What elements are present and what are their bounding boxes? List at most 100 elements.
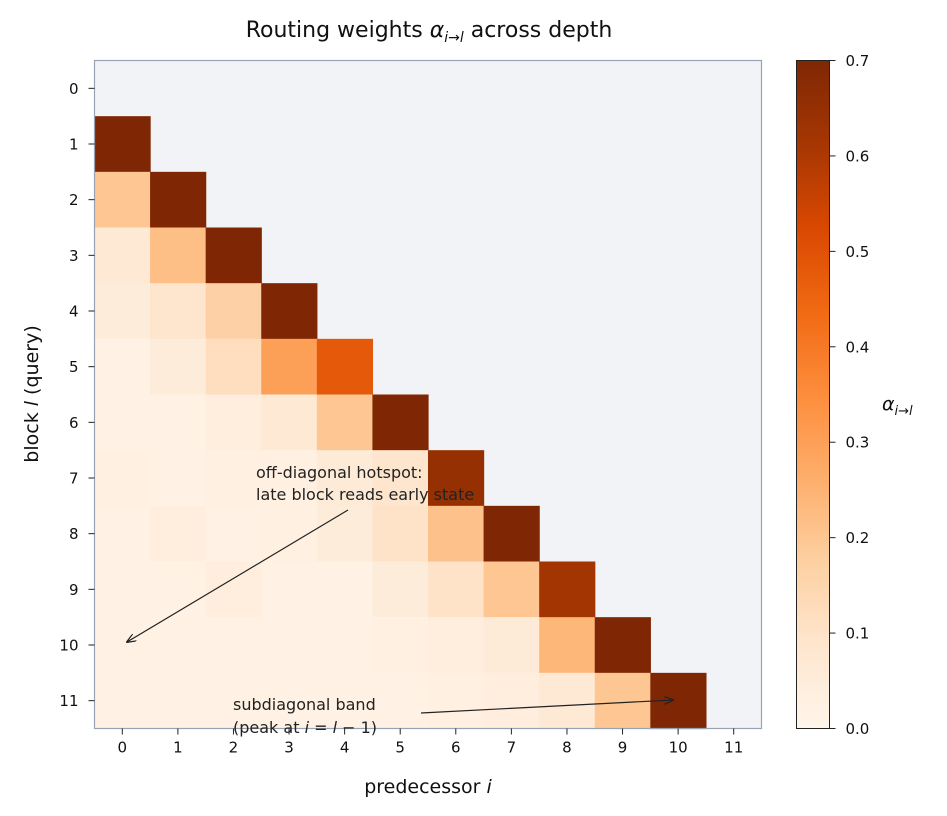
heatmap-cell-r8-c2 [205,505,262,563]
heatmap-cell-r11-c6 [428,672,485,730]
heatmap-cells [94,116,707,730]
heatmap-cell-r9-c7 [483,561,540,618]
heatmap-cell-r5-c1 [150,338,207,396]
x-tick-label: 4 [340,739,350,757]
heatmap-cell-r11-c9 [594,672,651,730]
heatmap-cell-r10-c4 [316,617,374,674]
heatmap-cell-r11-c7 [483,672,540,730]
colorbar-tick-label: 0.3 [846,434,870,452]
colorbar-tick-label: 0.1 [846,625,870,643]
heatmap-cell-r4-c1 [150,283,207,340]
annotation-hotspot-line-1: off-diagonal hotspot: [256,463,423,482]
heatmap-cell-r11-c0 [94,672,151,730]
x-tick-label: 9 [618,739,628,757]
annotation-hotspot-line-2: late block reads early state [256,485,474,504]
heatmap-cell-r9-c0 [94,561,151,618]
heatmap-cell-r8-c6 [428,505,485,563]
x-tick-label: 6 [451,739,461,757]
y-tick-label: 2 [69,191,79,209]
annotation-band-line-1: subdiagonal band [233,695,376,714]
heatmap-cell-r2-c0 [94,171,151,229]
heatmap-cell-r3-c1 [150,227,207,284]
x-tick-label: 5 [395,739,405,757]
annotation-band: subdiagonal band (peak at i = l − 1) [233,695,673,737]
heatmap-cell-r3-c2 [205,227,262,284]
colorbar-ticks: 0.0 0.1 0.2 0.3 0.4 0.5 0.6 0.7 [829,52,870,738]
heatmap-cell-r5-c3 [261,338,318,396]
y-axis-label: block l (query) [21,325,43,462]
heatmap-cell-r7-c6 [428,450,485,507]
annotation-band-line-2: (peak at i = l − 1) [233,718,377,737]
x-tick-label: 1 [173,739,183,757]
heatmap-cell-r5-c2 [205,338,262,396]
heatmap-cell-r9-c3 [261,561,318,618]
heatmap-cell-r6-c4 [316,394,374,451]
heatmap-cell-r10-c2 [205,617,262,674]
x-tick-label: 2 [229,739,239,757]
heatmap-cell-r3-c0 [94,227,151,284]
heatmap-cell-r10-c7 [483,617,540,674]
x-tick-label: 8 [562,739,572,757]
heatmap-cell-r7-c3 [261,450,318,507]
x-axis-ticks: 0 1 2 3 4 5 6 7 8 9 10 11 [118,728,743,757]
heatmap-cell-r6-c3 [261,394,318,451]
x-tick-label: 10 [669,739,688,757]
heatmap-cell-r4-c2 [205,283,262,340]
heatmap-cell-r8-c5 [372,505,429,563]
x-tick-label: 3 [284,739,294,757]
heatmap-cell-r9-c5 [372,561,429,618]
heatmap-cell-r7-c0 [94,450,151,507]
heatmap-cell-r6-c5 [372,394,429,451]
heatmap-cell-r11-c5 [372,672,429,730]
y-tick-label: 9 [69,581,79,599]
heatmap-cell-r11-c2 [205,672,262,730]
y-tick-label: 8 [69,525,79,543]
heatmap-cell-r5-c4 [316,338,374,396]
heatmap-cell-r8-c0 [94,505,151,563]
colorbar-tick-label: 0.2 [846,529,870,547]
colorbar-tick-label: 0.7 [846,52,870,70]
heatmap-cell-r7-c4 [316,450,374,507]
plot-frame [93,59,763,730]
heatmap-cell-r9-c4 [316,561,374,618]
heatmap-cell-r2-c1 [150,171,207,229]
annotation-hotspot: off-diagonal hotspot: late block reads e… [127,463,474,642]
y-tick-label: 10 [59,637,78,655]
x-axis-label: predecessor i [364,776,492,798]
y-tick-label: 7 [69,470,79,488]
heatmap-cell-r10-c9 [594,617,651,674]
heatmap-cell-r9-c1 [150,561,207,618]
x-tick-label: 0 [118,739,128,757]
y-tick-label: 11 [59,692,78,710]
y-tick-label: 0 [69,80,79,98]
heatmap-cell-r9-c6 [428,561,485,618]
heatmap-cell-r11-c8 [539,672,596,730]
y-tick-label: 6 [69,414,79,432]
heatmap-cell-r1-c0 [94,116,151,173]
heatmap-cell-r8-c4 [316,505,374,563]
colorbar [796,60,830,729]
heatmap-cell-r4-c0 [94,283,151,340]
annotation-band-arrow [420,700,673,714]
x-tick-label: 11 [724,739,743,757]
colorbar-label: αi→l [882,393,913,419]
heatmap-cell-r6-c1 [150,394,207,451]
heatmap-cell-r10-c5 [372,617,429,674]
y-tick-label: 1 [69,136,79,154]
annotation-hotspot-arrow [127,509,349,642]
y-tick-label: 5 [69,358,79,376]
heatmap-cell-r10-c8 [539,617,596,674]
x-tick-label: 7 [507,739,517,757]
heatmap-cell-r8-c7 [483,505,540,563]
chart-title: Routing weights αi→l across depth [246,18,613,46]
colorbar-tick-label: 0.4 [846,338,870,356]
y-axis-ticks: 0 1 2 3 4 5 6 7 8 9 10 11 [59,80,95,710]
heatmap-cell-r7-c1 [150,450,207,507]
heatmap-cell-r9-c8 [539,561,596,618]
heatmap-cell-r5-c0 [94,338,151,396]
heatmap-cell-r11-c3 [261,672,318,730]
heatmap-cell-r6-c0 [94,394,151,451]
heatmap-cell-r10-c3 [261,617,318,674]
heatmap-cell-r6-c2 [205,394,262,451]
